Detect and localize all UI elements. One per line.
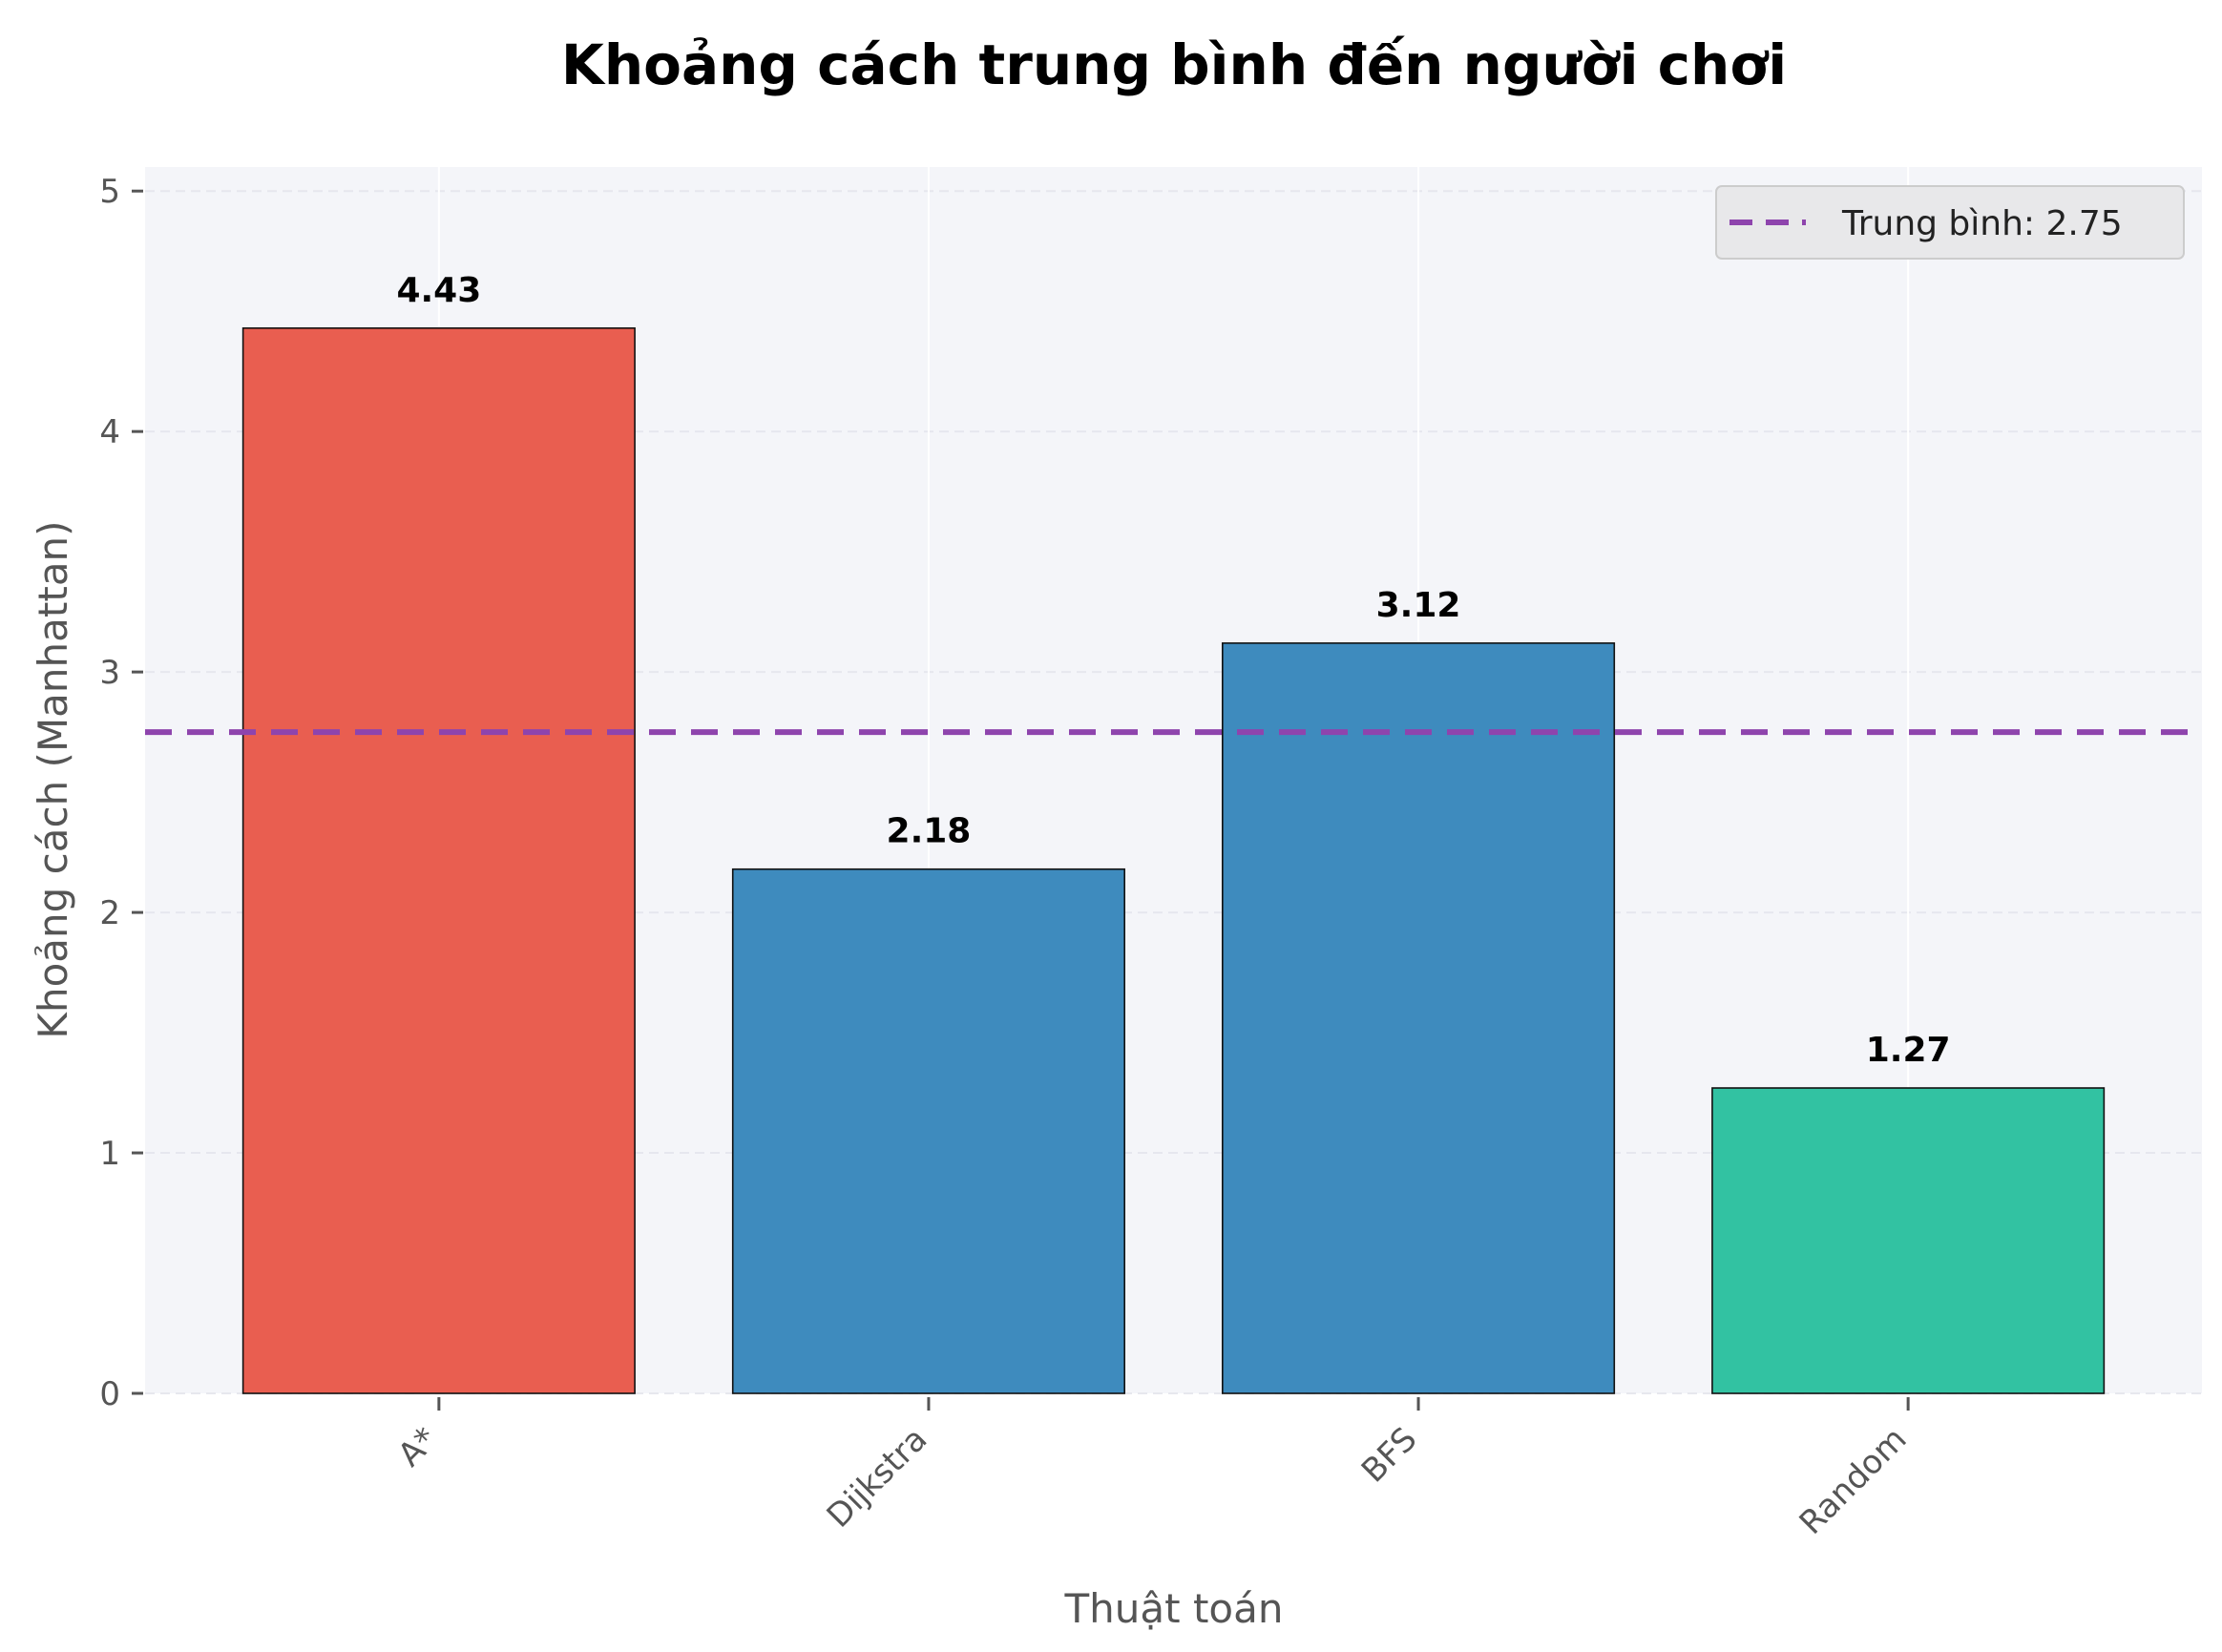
y-tick-label: 4 [99,413,120,451]
bar-value-label: 4.43 [396,271,481,310]
x-tick-label: BFS [1354,1420,1424,1490]
y-tick-label: 3 [99,654,120,692]
chart-title: Khoảng cách trung bình đến người chơi [561,32,1787,97]
legend-box [1715,185,2185,260]
y-tick-label: 0 [99,1375,120,1413]
y-tick-label: 5 [99,173,120,211]
bar-value-label: 3.12 [1376,586,1461,625]
bar-value-label: 2.18 [887,812,972,851]
bar [1711,1087,2106,1394]
bars: 4.43 2.18 3.12 1.27 [241,271,2106,1394]
bar [241,327,636,1394]
x-tick-label: Random [1792,1420,1915,1542]
y-tick-label: 1 [99,1135,120,1173]
x-tick-label: A* [390,1420,445,1474]
x-axis-label: Thuật toán [1064,1585,1284,1632]
legend: Trung bình: 2.75 [1715,185,2185,260]
y-axis-label: Khoảng cách (Manhattan) [30,520,76,1038]
bar-value-label: 1.27 [1866,1031,1951,1070]
legend-label: Trung bình: 2.75 [1841,204,2123,243]
bar [731,868,1125,1394]
y-tick-label: 2 [99,894,120,932]
x-tick-label: Dijkstra [820,1420,935,1536]
bar [1222,642,1616,1394]
